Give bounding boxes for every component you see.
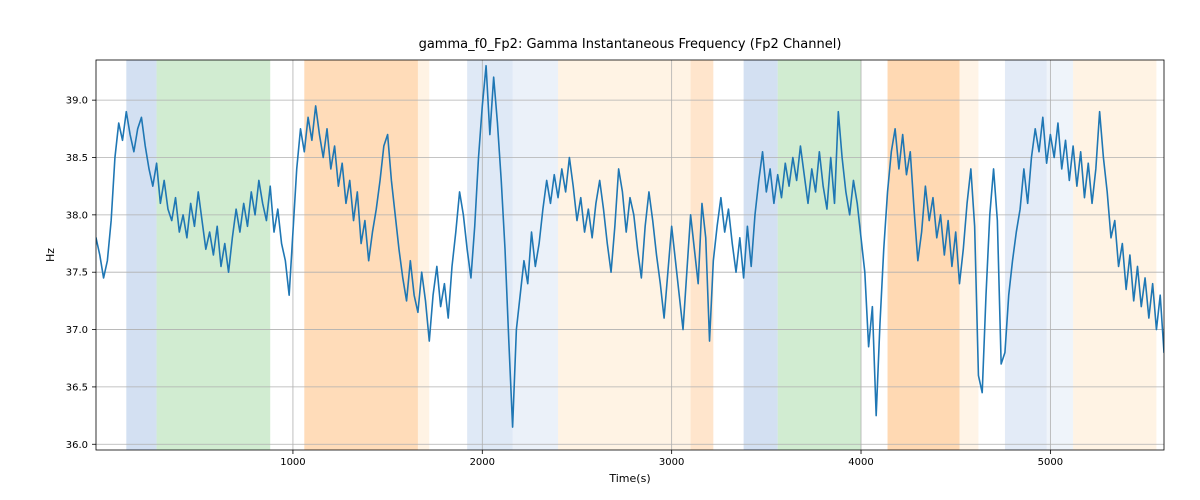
y-tick-label: 37.0 [66, 325, 88, 336]
chart-svg: 1000 2000 3000 4000 5000 36.0 36.5 37.0 37.5 38.… [0, 0, 1200, 500]
span-region [513, 60, 558, 450]
y-tick-label: 37.5 [66, 268, 88, 279]
y-tick-label: 36.5 [66, 382, 88, 393]
x-axis-ticks: 1000 2000 3000 4000 5000 [280, 450, 1063, 468]
span-region [1073, 60, 1156, 450]
background-spans [126, 60, 1156, 450]
x-tick-label: 2000 [470, 457, 495, 468]
span-region [888, 60, 960, 450]
span-region [744, 60, 778, 450]
y-axis-ticks: 36.0 36.5 37.0 37.5 38.0 38.5 39.0 [66, 96, 96, 451]
plot-title: gamma_f0_Fp2: Gamma Instantaneous Freque… [419, 37, 842, 52]
span-region [418, 60, 429, 450]
span-region [558, 60, 691, 450]
x-tick-label: 3000 [659, 457, 684, 468]
x-axis-label: Time(s) [608, 472, 650, 485]
span-region [304, 60, 418, 450]
y-tick-label: 36.0 [66, 440, 88, 451]
span-region [1005, 60, 1047, 450]
y-tick-label: 38.0 [66, 210, 88, 221]
y-tick-label: 38.5 [66, 153, 88, 164]
span-region [778, 60, 861, 450]
x-tick-label: 4000 [848, 457, 873, 468]
x-tick-label: 5000 [1038, 457, 1063, 468]
x-tick-label: 1000 [280, 457, 305, 468]
span-region [691, 60, 714, 450]
y-tick-label: 39.0 [66, 96, 88, 107]
y-axis-label: Hz [44, 248, 57, 262]
